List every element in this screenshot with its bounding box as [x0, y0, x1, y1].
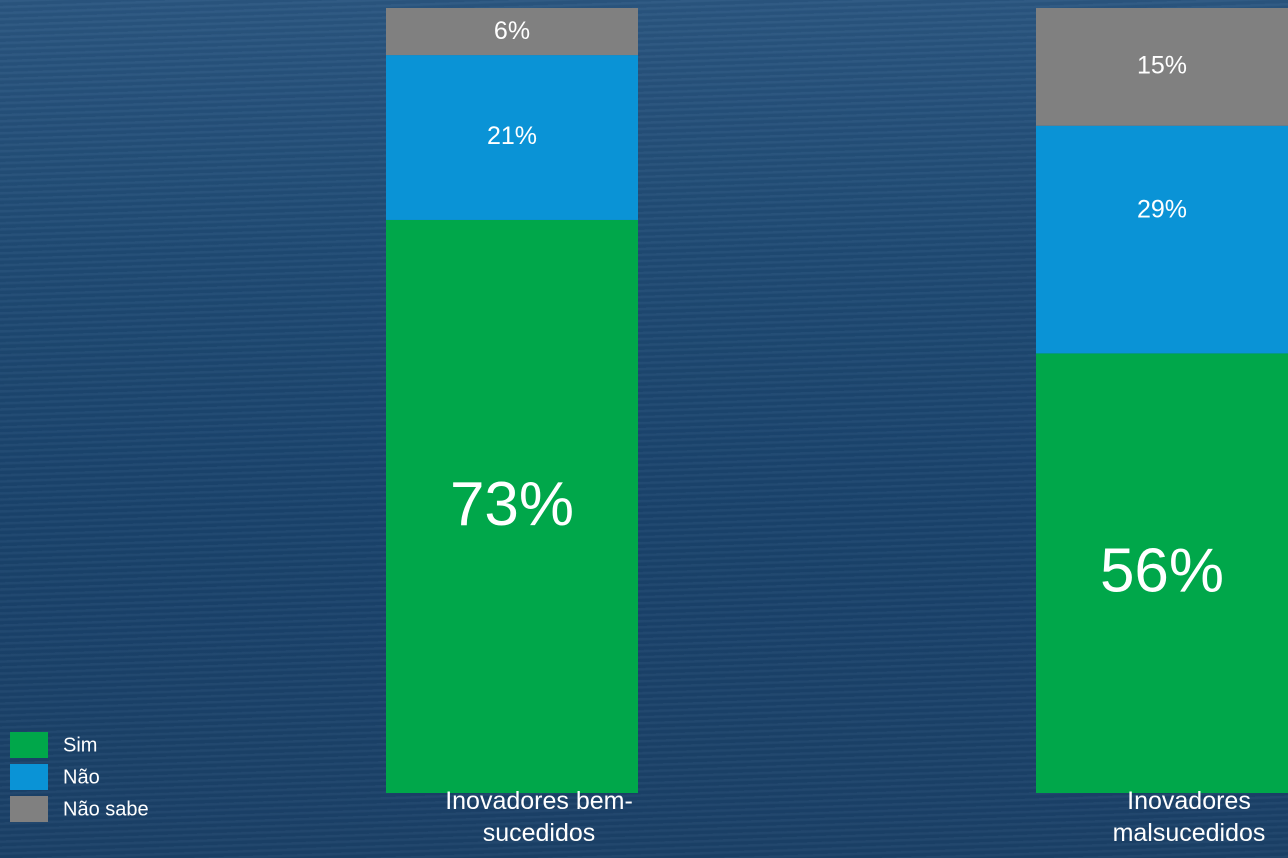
value-label: 29%	[1137, 195, 1187, 223]
legend-swatch	[10, 732, 48, 758]
legend-swatch	[10, 796, 48, 822]
legend-label: Sim	[63, 734, 97, 756]
x-tick-label: Inovadores malsucedidos	[1112, 787, 1266, 847]
x-tick-label: Inovadores bem-sucedidos	[445, 787, 633, 847]
bar-segment	[386, 8, 638, 56]
legend-label: Não sabe	[63, 798, 149, 820]
value-label: 21%	[487, 122, 537, 150]
bar-segment	[1036, 353, 1288, 793]
legend-label: Não	[63, 766, 100, 788]
bar-segment	[386, 219, 638, 793]
bar-segment	[1036, 8, 1288, 126]
value-label: 15%	[1137, 51, 1187, 79]
value-label: 56%	[1100, 537, 1224, 606]
value-label: 73%	[450, 470, 574, 539]
bar-segment	[1036, 125, 1288, 354]
bar-segment	[386, 55, 638, 220]
value-label: 6%	[494, 17, 530, 45]
legend-swatch	[10, 764, 48, 790]
